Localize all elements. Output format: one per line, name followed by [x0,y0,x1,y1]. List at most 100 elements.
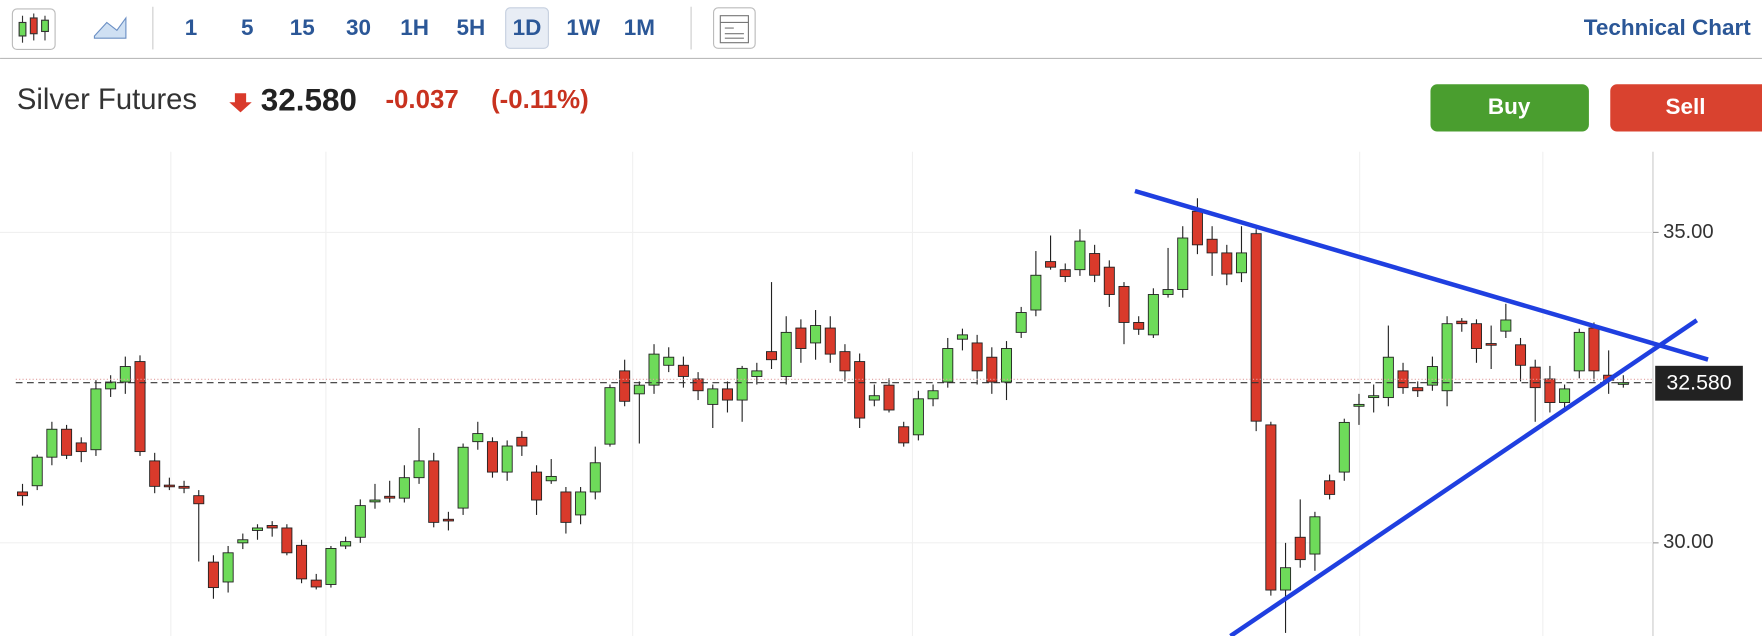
candle-body [266,525,278,529]
candle-body [1441,323,1453,392]
buy-label[interactable]: Buy [1488,94,1531,119]
candle-body [472,433,484,443]
technical-chart-link[interactable]: Technical Chart [1584,15,1751,40]
candle-body [516,436,528,447]
candle-body [545,475,557,482]
candle-body [428,460,440,523]
candle-body [633,384,645,395]
candle-body [325,548,337,585]
candle-body [207,561,219,589]
candle-body [340,541,352,547]
candle-body [971,342,983,372]
candle-body [766,351,778,361]
candle-body [619,370,631,402]
timeframe-button[interactable]: 1D [513,15,542,40]
active-timeframe-bg [505,7,549,49]
last-price: 32.580 [261,83,357,118]
candle-body [1397,370,1409,389]
candle-body [281,527,293,554]
candle-body [1382,356,1394,399]
candle-body [1250,233,1262,422]
candle-body [31,456,43,487]
candle-body [134,361,146,453]
instrument-name: Silver Futures [17,84,197,116]
timeframe-button[interactable]: 1W [566,15,600,40]
candle-body [898,426,910,444]
candle-body [1191,210,1203,246]
candle-icon [18,13,49,43]
trendline-upper [1134,188,1709,362]
candle-body [1294,536,1306,561]
candle-body [604,387,616,445]
candle-body [90,388,102,451]
candle-body [531,471,543,501]
candle-body [1426,366,1438,386]
candle-body [795,327,807,349]
down-arrow [229,93,252,113]
timeframe-button[interactable]: 5H [456,15,485,40]
candle-body [222,552,234,583]
candle-body [1147,294,1159,336]
candle-body [707,388,719,405]
candle-body [677,364,689,377]
candle-body [839,351,851,372]
candle-body [810,325,822,344]
candle-body [61,428,73,456]
candle-body [237,539,249,544]
candle-body [1015,312,1027,333]
candle-body [1103,266,1115,295]
toolbar: 1 5 15 30 1H 5H 1D 1W 1M Technical Chart [0,6,1762,59]
y-tick-label: 30.00 [1663,531,1714,553]
candle-body [1089,253,1101,276]
sell-label[interactable]: Sell [1666,94,1706,119]
buy-button[interactable] [1430,84,1589,132]
candle-body [1515,344,1527,366]
candle-body [1338,421,1350,473]
candle-body [1559,388,1571,403]
candle-body [780,331,792,377]
timeframe-button[interactable]: 15 [290,15,315,40]
trendline-lower [1229,318,1699,638]
candle-body [663,356,675,366]
candle-body [692,378,704,392]
candle-body [163,484,175,488]
candle-body [442,518,454,522]
layout-icon [719,15,749,44]
candle-body [457,446,469,509]
candle-body [1353,403,1365,407]
candle-body [75,442,87,453]
candle-body [912,398,924,436]
layout-button[interactable] [713,7,756,49]
candle-body [1265,424,1277,591]
candle-body [1309,516,1321,555]
sell-button[interactable] [1610,84,1762,132]
last-price-tag-label: 32.580 [1666,370,1731,394]
timeframe-button[interactable]: 30 [346,15,371,40]
candle-body [105,381,117,390]
candle-body [824,327,836,355]
candle-body [1045,261,1057,268]
candle-body [736,367,748,401]
timeframe-button[interactable]: 1 [185,15,197,40]
candle-body [1500,319,1512,332]
candle-body [178,485,190,489]
candle-body [1030,274,1042,311]
candle-body [1412,387,1424,392]
timeframe-button[interactable]: 1M [624,15,655,40]
candle-body [1573,331,1585,372]
candle-body [648,353,660,386]
candle-body [1588,327,1600,372]
candle-body [1177,237,1189,290]
candle-body [1221,252,1233,275]
candle-body [119,366,131,383]
timeframe-button[interactable]: 1H [400,15,429,40]
candle-body [1059,269,1071,277]
candle-body [149,460,161,487]
candle-body [1529,366,1541,389]
candle-body [1368,395,1380,399]
candle-body [398,477,410,499]
candle-body [1074,240,1086,271]
timeframe-button[interactable]: 5 [241,15,253,40]
area-icon[interactable] [93,16,127,39]
